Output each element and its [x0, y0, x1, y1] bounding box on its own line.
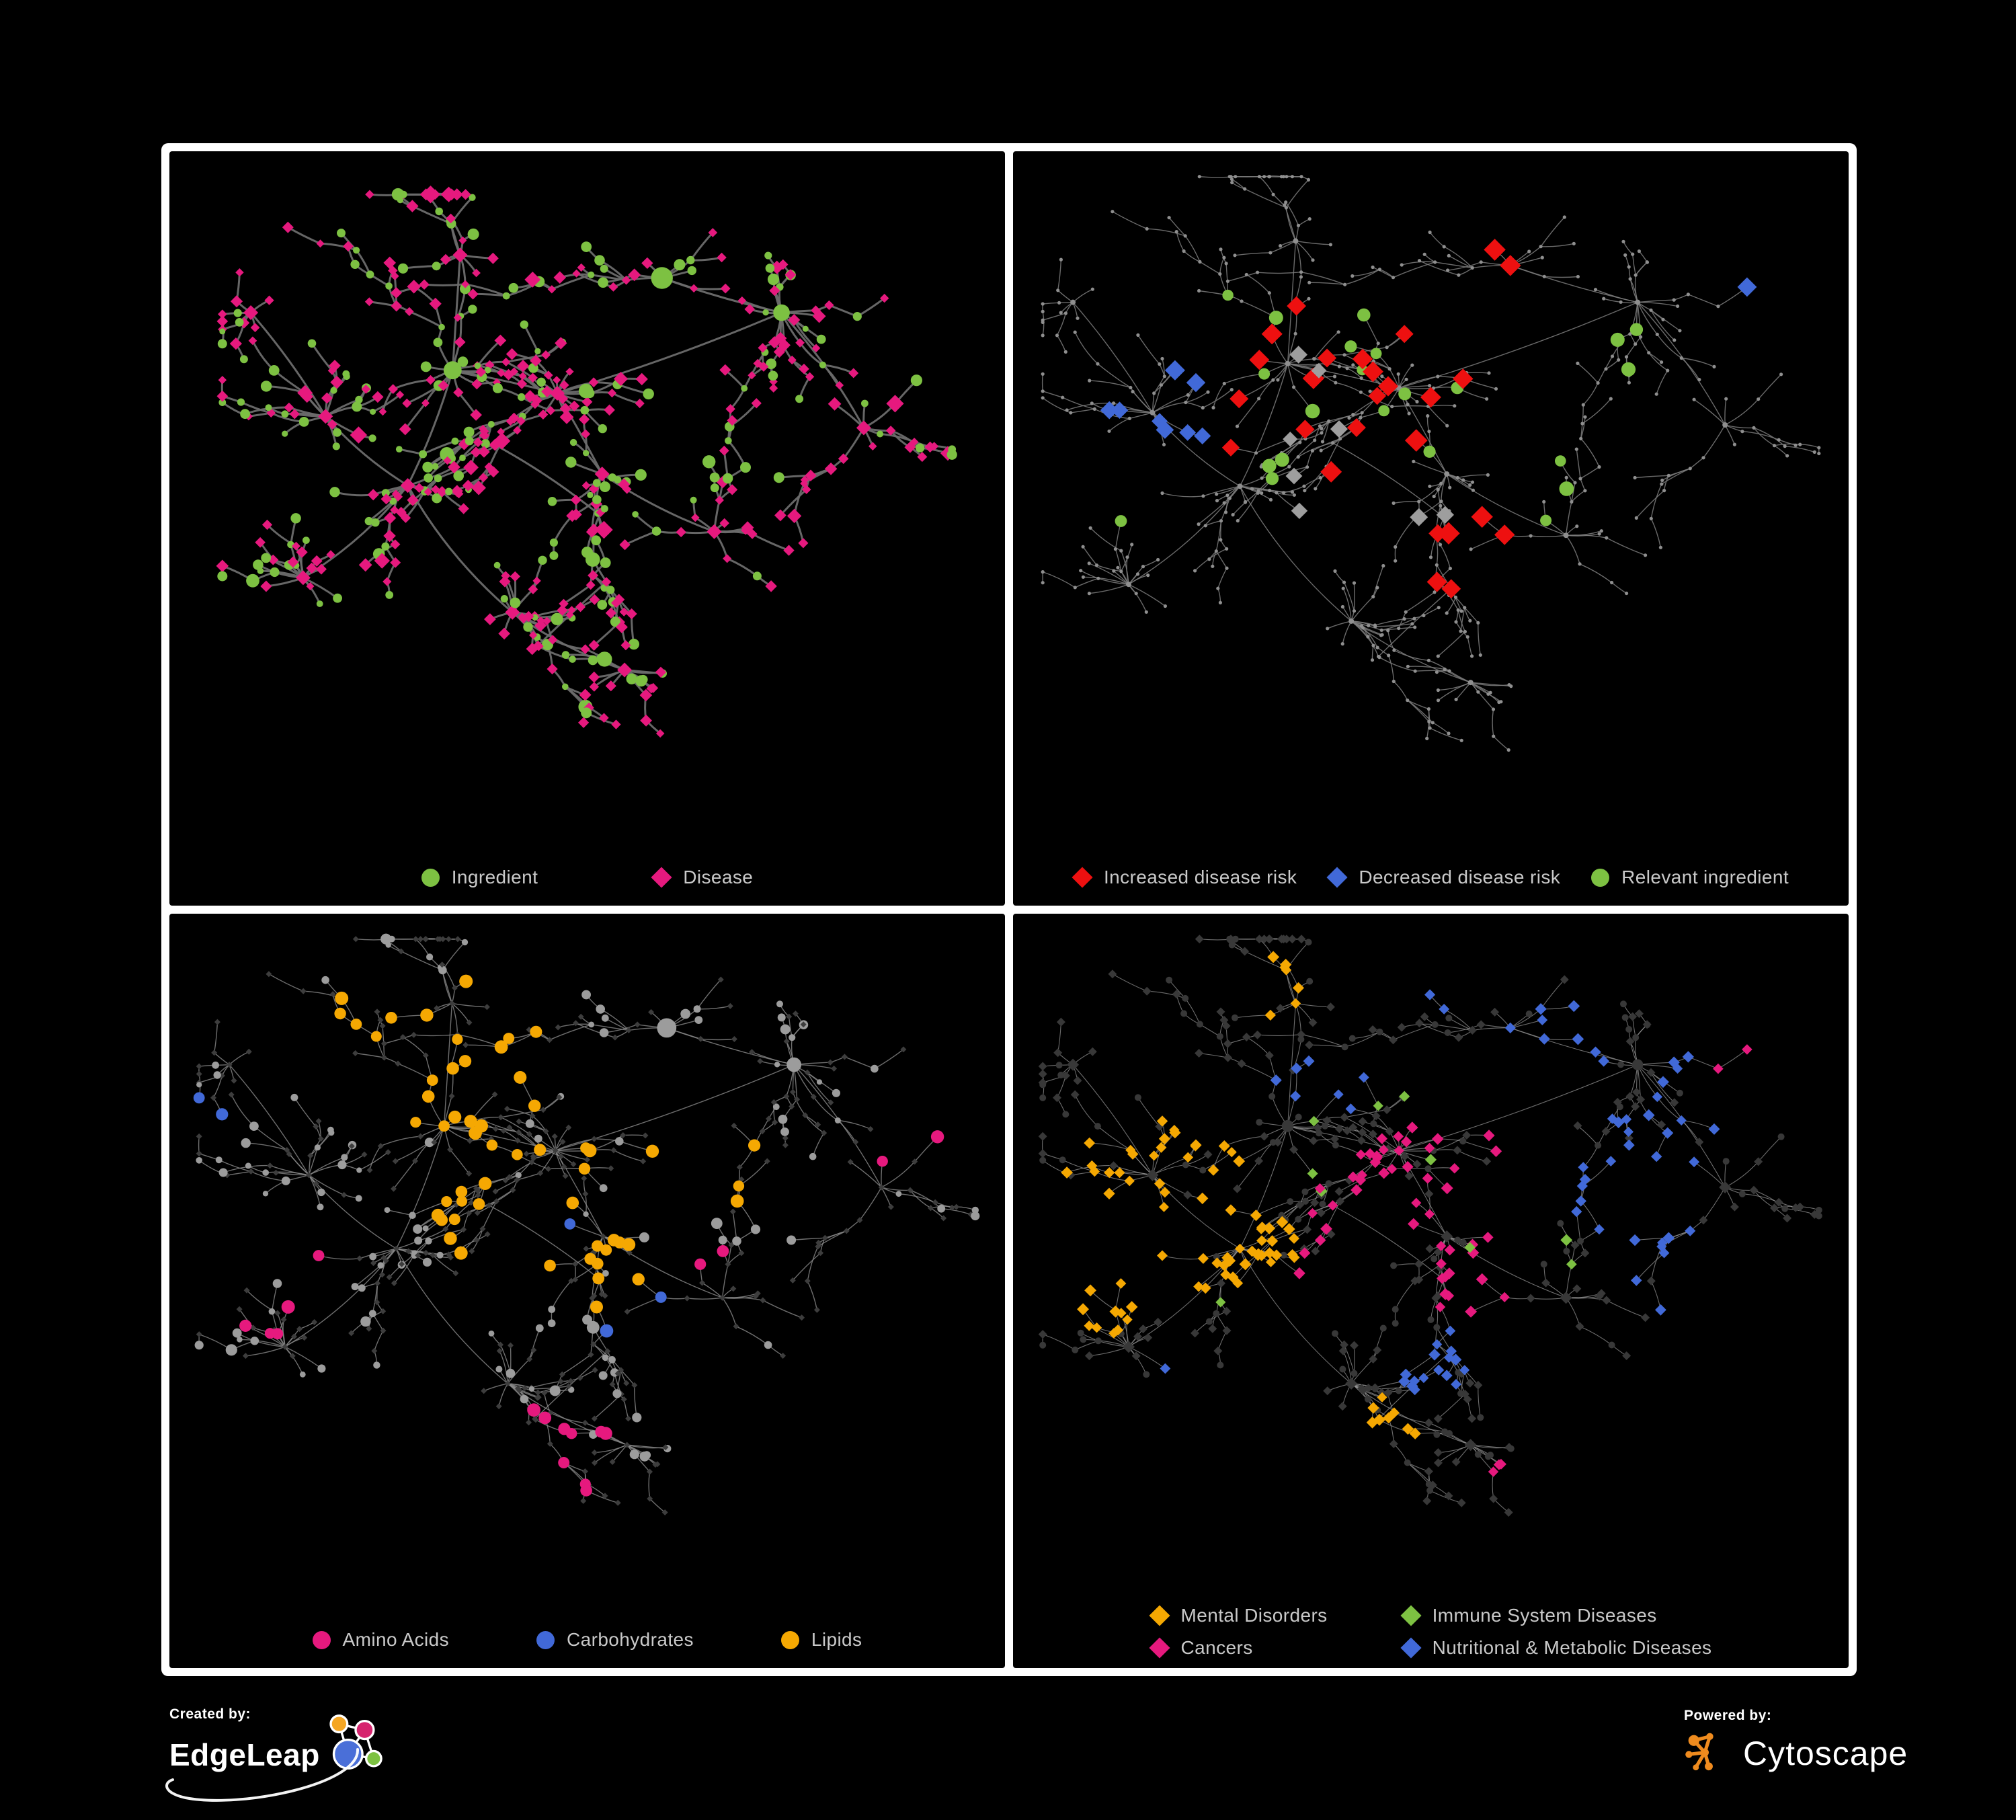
panel-ingredient-disease-network: Ingredient Disease — [169, 151, 1005, 906]
legend-item-carbohydrates: Carbohydrates — [536, 1629, 694, 1651]
network-canvas-disease-categories — [1038, 935, 1822, 1517]
legend-item-lipids: Lipids — [780, 1629, 862, 1651]
edges-layer — [1041, 175, 1820, 751]
base-nodes-layer — [1041, 175, 1821, 752]
legend-disease-categories: Mental Disorders Immune System Diseases Ca… — [1013, 1605, 1849, 1659]
cytoscape-logo-text: Cytoscape — [1743, 1735, 1908, 1772]
legend-item-increased-disease-risk: Increased disease risk — [1072, 867, 1297, 888]
legend-item-mental-disorders: Mental Disorders — [1148, 1605, 1328, 1626]
legend-label: Ingredient — [451, 867, 538, 887]
base-nodes-layer — [216, 186, 957, 738]
legend-item-ingredient: Ingredient — [421, 867, 538, 888]
panel-nutrient-category-network: Amino Acids Carbohydrates Lipids — [169, 914, 1005, 1668]
diamond-icon — [1400, 1637, 1422, 1659]
highlight-nodes-layer — [193, 974, 944, 1497]
edges-layer — [198, 938, 976, 1513]
circle-icon — [1591, 868, 1610, 887]
edgeleap-logo-icon — [329, 1714, 382, 1770]
legend-label: Decreased disease risk — [1359, 867, 1561, 887]
legend-label: Relevant ingredient — [1621, 867, 1789, 887]
created-by-label: Created by: — [169, 1706, 251, 1722]
diamond-icon — [1072, 867, 1093, 888]
highlight-nodes-layer — [1061, 951, 1752, 1477]
legend-item-decreased-disease-risk: Decreased disease risk — [1326, 867, 1561, 888]
network-canvas-nutrient-categories — [193, 933, 980, 1515]
diamond-icon — [1326, 867, 1348, 888]
legend-label: Mental Disorders — [1180, 1605, 1328, 1626]
panel-disease-risk-network: Increased disease risk Decreased disease … — [1013, 151, 1849, 906]
legend-ingredient-disease: Ingredient Disease — [169, 867, 1005, 888]
diamond-icon — [1148, 1605, 1170, 1626]
cytoscape-logo-icon — [1685, 1733, 1713, 1771]
legend-label: Increased disease risk — [1103, 867, 1297, 887]
legend-item-immune-system-diseases: Immune System Diseases — [1400, 1605, 1712, 1626]
edges-layer — [220, 192, 953, 735]
diamond-icon — [1400, 1605, 1422, 1626]
edgeleap-logo-text: EdgeLeap — [169, 1737, 320, 1772]
panel-grid: Ingredient Disease Increased disease risk… — [161, 143, 1857, 1676]
legend-label: Nutritional & Metabolic Diseases — [1432, 1637, 1712, 1658]
base-nodes-layer — [194, 933, 980, 1515]
legend-item-nutritional-metabolic-diseases: Nutritional & Metabolic Diseases — [1400, 1637, 1712, 1659]
cytoscape-branding: Powered by: — [1684, 1708, 1908, 1780]
network-canvas-disease-risk — [1041, 175, 1821, 752]
powered-by-label: Powered by: — [1684, 1708, 1772, 1723]
legend-label: Amino Acids — [342, 1629, 450, 1650]
diamond-icon — [1148, 1637, 1170, 1659]
legend-item-disease: Disease — [651, 867, 754, 888]
legend-label: Carbohydrates — [567, 1629, 694, 1650]
legend-item-amino-acids: Amino Acids — [312, 1629, 450, 1651]
circle-icon — [780, 1630, 799, 1649]
edgeleap-logo: EdgeLeap — [165, 1714, 395, 1802]
edgeleap-branding: Created by: EdgeLeap — [165, 1706, 395, 1802]
legend-item-cancers: Cancers — [1148, 1637, 1328, 1659]
circle-icon — [421, 868, 440, 887]
legend-item-relevant-ingredient: Relevant ingredient — [1591, 867, 1789, 888]
legend-disease-risk: Increased disease risk Decreased disease … — [1013, 867, 1849, 888]
panel-disease-category-network: Mental Disorders Immune System Diseases Ca… — [1013, 914, 1849, 1668]
edges-layer — [1042, 938, 1820, 1513]
cytoscape-logo: Cytoscape — [1684, 1727, 1908, 1780]
legend-label: Cancers — [1180, 1637, 1253, 1658]
legend-label: Lipids — [811, 1629, 862, 1650]
network-canvas-ingredient-disease — [216, 186, 957, 738]
legend-label: Disease — [683, 867, 754, 887]
legend-label: Immune System Diseases — [1432, 1605, 1657, 1626]
highlight-nodes-layer — [1100, 239, 1757, 599]
diamond-icon — [651, 867, 672, 888]
circle-icon — [312, 1630, 331, 1649]
circle-icon — [536, 1630, 555, 1649]
legend-nutrient-categories: Amino Acids Carbohydrates Lipids — [169, 1629, 1005, 1651]
